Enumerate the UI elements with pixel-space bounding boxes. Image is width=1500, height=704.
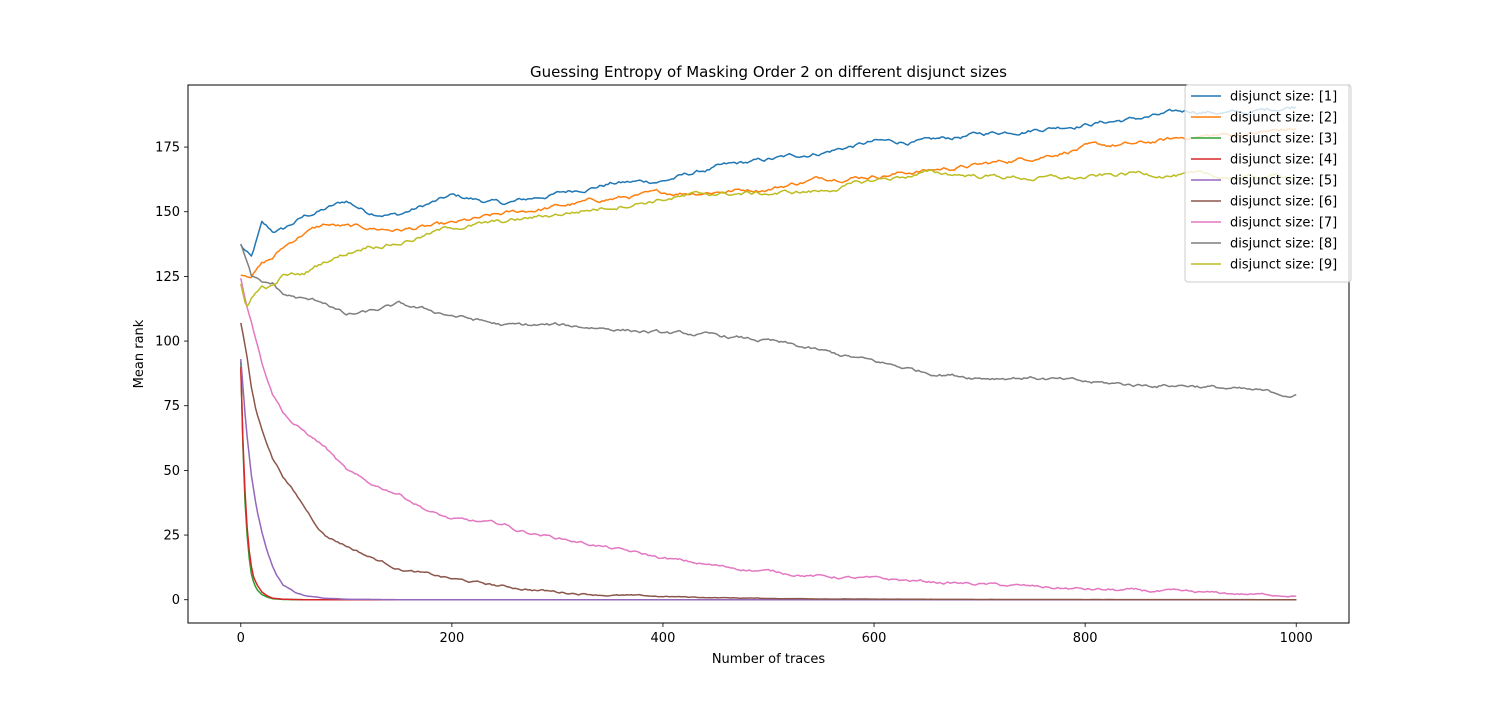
y-tick-label: 0	[172, 593, 180, 608]
legend-label: disjunct size: [1]	[1230, 90, 1337, 105]
y-tick-label: 75	[163, 399, 180, 414]
y-tick-label: 125	[155, 270, 180, 285]
x-tick-label: 600	[862, 631, 887, 646]
x-tick-label: 200	[439, 631, 464, 646]
y-tick-label: 100	[155, 335, 180, 350]
series-line-1	[240, 106, 1297, 257]
axes-frame	[187, 84, 1350, 624]
series-line-7	[240, 278, 1297, 598]
y-axis: 0 25 50 75 100 125 150 175	[155, 141, 188, 608]
legend-label: disjunct size: [6]	[1230, 195, 1337, 210]
y-tick-label: 25	[163, 529, 180, 544]
series-line-6	[240, 322, 1297, 601]
legend-box	[1184, 84, 1352, 283]
y-tick-label: 50	[163, 464, 180, 479]
series-line-5	[240, 359, 1297, 601]
legend-label: disjunct size: [3]	[1230, 132, 1337, 147]
x-tick-label: 0	[237, 631, 245, 646]
plot-area	[240, 106, 1297, 601]
y-axis-label: Mean rank	[132, 319, 147, 388]
legend-label: disjunct size: [7]	[1230, 216, 1337, 231]
series-line-9	[240, 168, 1297, 308]
y-tick-label: 175	[155, 141, 180, 156]
legend-label: disjunct size: [2]	[1230, 111, 1337, 126]
x-tick-label: 800	[1073, 631, 1098, 646]
y-tick-label: 150	[155, 205, 180, 220]
x-tick-label: 400	[651, 631, 676, 646]
x-axis-label: Number of traces	[712, 652, 826, 667]
x-tick-label: 1000	[1280, 631, 1313, 646]
x-axis: 0 200 400 600 800 1000	[237, 623, 1313, 646]
legend-label: disjunct size: [4]	[1230, 153, 1337, 168]
legend-label: disjunct size: [9]	[1230, 258, 1337, 273]
series-line-2	[240, 127, 1297, 279]
series-line-8	[240, 243, 1297, 399]
chart-title: Guessing Entropy of Masking Order 2 on d…	[530, 63, 1007, 81]
series-line-3	[240, 361, 1297, 601]
legend-label: disjunct size: [5]	[1230, 174, 1337, 189]
series-line-4	[240, 366, 1297, 601]
legend: disjunct size: [1] disjunct size: [2] disj…	[1184, 84, 1352, 283]
legend-label: disjunct size: [8]	[1230, 237, 1337, 252]
